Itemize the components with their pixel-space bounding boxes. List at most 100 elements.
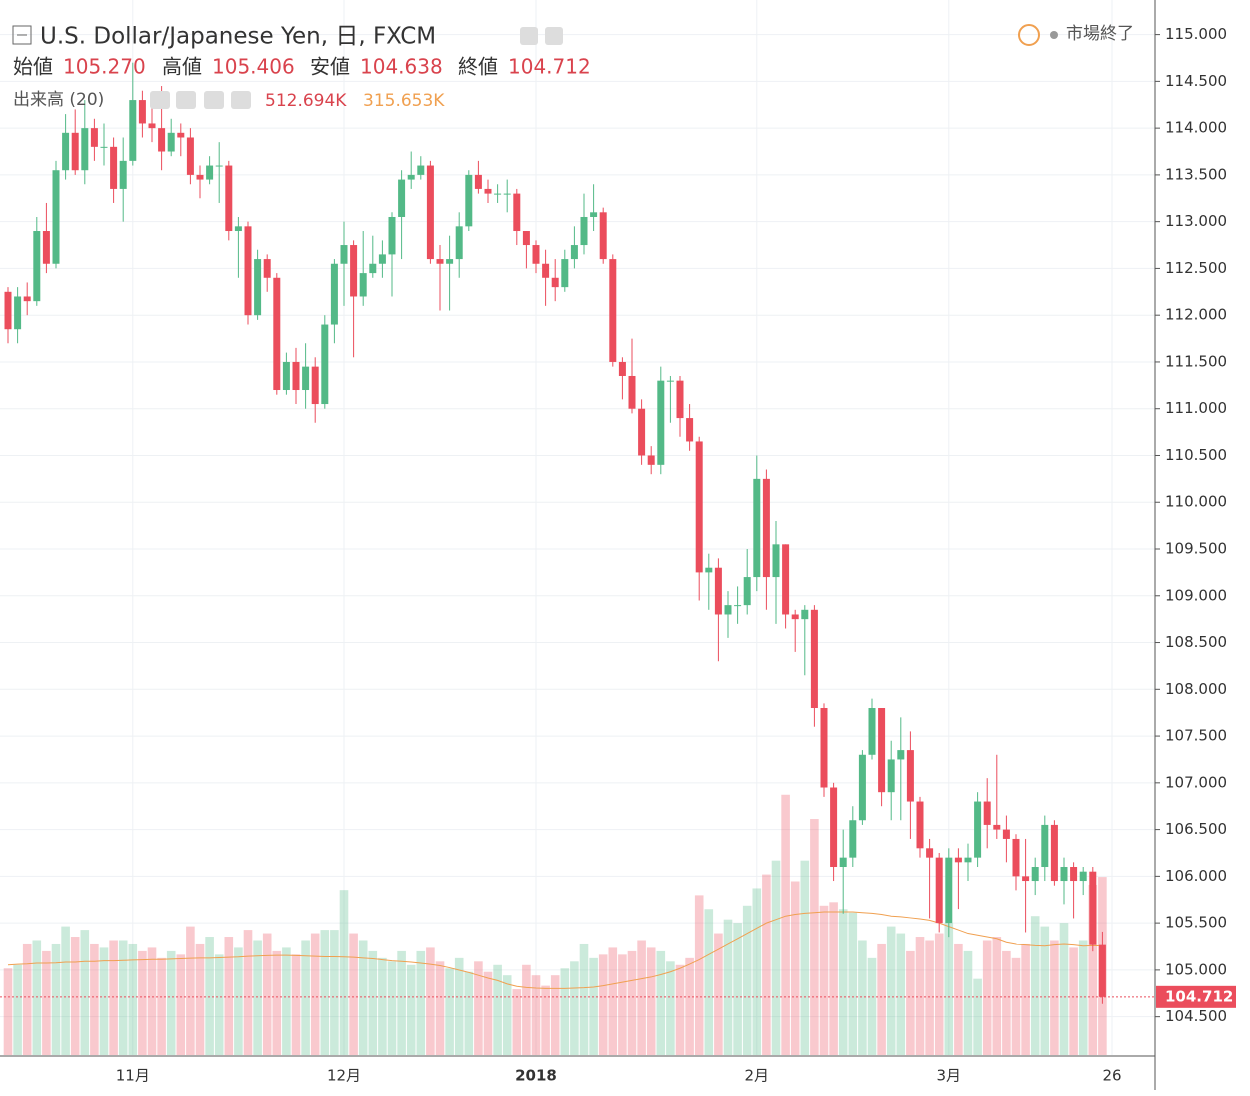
candle-body [369,263,377,274]
volume-bar [1069,947,1078,1055]
collapse-icon[interactable] [12,25,32,45]
volume-bar [925,940,934,1055]
y-tick-label: 114.000 [1165,119,1227,137]
candle-body [666,380,674,382]
volume-icon[interactable] [150,91,170,109]
volume-bar [224,937,234,1055]
volume-bar [666,961,675,1055]
candle-body [100,146,108,148]
status-icon [1018,24,1040,46]
volume-bar [1050,940,1059,1055]
settings-icon[interactable] [545,27,563,45]
candle-body [417,165,425,175]
grid-layer [0,0,1155,1055]
volume-bar [656,950,666,1055]
volume-bar [32,940,42,1055]
candle-body [455,226,463,260]
volume-bar [301,940,310,1055]
volume-bar [1030,916,1040,1055]
candle-body [398,179,406,217]
candle-body [119,160,127,189]
x-tick-label: 11月 [116,1067,150,1085]
y-tick-label: 107.000 [1165,773,1227,791]
status-dot [1050,31,1058,39]
candle-body [465,174,473,227]
candle-body [820,708,828,788]
candle-body [734,605,742,607]
volume-bar [963,950,973,1055]
volume-bar [464,971,474,1055]
volume-bar [234,947,243,1055]
volume-bar [387,961,397,1055]
y-tick-label: 108.500 [1165,633,1227,651]
volume-bar [522,964,531,1055]
volume-label: 出来高 (20) [13,90,104,110]
candle-body [705,567,713,573]
y-tick-label: 106.500 [1165,820,1227,838]
volume-bar [320,930,330,1055]
volume-icon[interactable] [231,91,251,109]
y-tick-label: 106.000 [1165,867,1227,885]
volume-bar [858,940,867,1055]
candle-body [158,128,166,152]
candle-body [446,259,454,264]
candle-body [62,132,70,171]
y-tick-label: 112.500 [1165,259,1227,277]
candle-body [388,216,396,255]
candle-body [695,441,703,573]
candle-body [14,296,22,330]
visibility-icon[interactable] [520,27,538,45]
candle-body [897,750,905,760]
candle-layer [0,62,1155,1004]
legend-value: 104.638 [360,55,443,79]
volume-bar [819,905,829,1055]
candle-body [206,165,214,180]
volume-bar [1088,884,1098,1055]
volume-bar [147,947,157,1055]
candle-body [129,100,137,161]
volume-bar [349,933,358,1055]
volume-bar [118,940,128,1055]
volume-icon[interactable] [204,91,224,109]
candle-body [359,273,367,297]
candle-body [522,231,530,246]
volume-value: 512.694K [265,91,347,111]
candle-body [263,259,271,278]
candle-body [282,361,290,391]
candle-body [676,380,684,419]
volume-bar [618,954,627,1055]
y-tick-label: 110.500 [1165,446,1227,464]
candle-body [52,170,60,264]
candle-body [292,361,300,391]
y-tick-label: 111.500 [1165,352,1227,370]
candle-body [954,857,962,863]
volume-bar [944,923,954,1055]
volume-bar [704,909,714,1055]
candle-body [273,277,281,391]
market-status: 市場終了 [1066,24,1134,44]
volume-bar [176,954,186,1055]
volume-icon[interactable] [176,91,196,109]
candle-body [1060,867,1068,882]
volume-bar [310,933,320,1055]
price-axis-panel [1155,0,1250,1096]
legend-value: 105.406 [212,55,295,79]
volume-bar [445,968,454,1055]
candle-body [4,291,12,330]
candle-body [42,231,50,264]
volume-bar [886,926,896,1055]
volume-bar [70,937,80,1055]
legend-label: 始値 [13,55,53,79]
volume-bar [752,888,762,1055]
candle-body [340,245,348,264]
candle-body [1050,824,1058,882]
volume-bar [128,943,138,1055]
candle-body [225,165,233,232]
candle-body [436,259,444,264]
candle-body [964,857,972,863]
candle-body [618,361,626,376]
volume-bar [531,975,541,1055]
